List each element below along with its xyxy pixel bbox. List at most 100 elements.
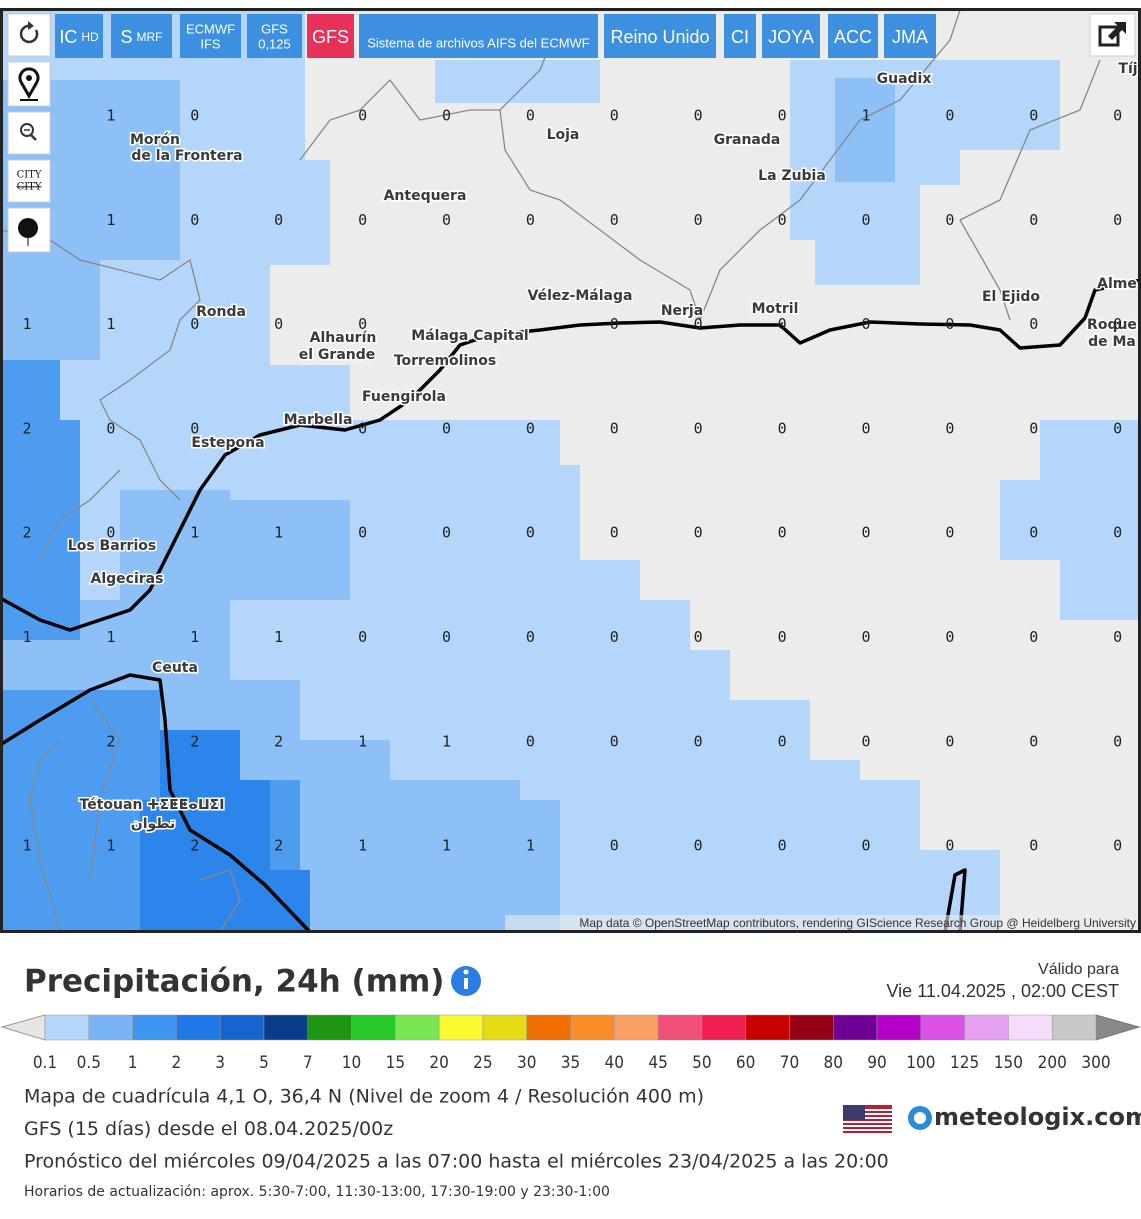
place-label: Vélez-Málaga (528, 288, 633, 304)
color-cell (614, 1014, 659, 1041)
share-button[interactable] (1089, 13, 1136, 57)
color-cell (307, 1014, 352, 1041)
grid-value: 0 (778, 837, 787, 855)
scale-label: 5 (259, 1053, 269, 1073)
grid-value: 0 (1029, 524, 1038, 542)
color-cell (351, 1014, 396, 1041)
info-icon[interactable] (451, 966, 481, 996)
grid-value: 1 (442, 837, 451, 855)
place-label: Motril (752, 301, 799, 317)
place-label: Marbella (284, 412, 353, 428)
color-cell (1008, 1014, 1053, 1041)
toolbar-button[interactable]: JOYA (762, 14, 820, 58)
color-cell (570, 1014, 615, 1041)
place-label: تطوان (131, 816, 175, 832)
toolbar-button[interactable]: Reino Unido (604, 14, 716, 58)
scale-label: 20 (429, 1053, 448, 1073)
grid-value: 2 (22, 524, 31, 542)
legend-section: Precipitación, 24h (mm) Válido para Vie … (0, 961, 1141, 1200)
button-label: Reino Unido (610, 27, 709, 47)
grid-value: 0 (945, 419, 954, 437)
grid-value: 0 (778, 628, 787, 646)
update-note: Horarios de actualización: aprox. 5:30-7… (24, 1184, 610, 1200)
grid-value: 2 (22, 419, 31, 437)
place-label: Algeciras (91, 571, 164, 587)
grid-value: 0 (358, 107, 367, 125)
grid-value: 0 (1113, 419, 1122, 437)
grid-value: 0 (1029, 732, 1038, 750)
precip-area (835, 78, 895, 182)
scale-label: 30 (517, 1053, 536, 1073)
grid-value: 0 (610, 732, 619, 750)
grid-value: 1 (106, 315, 115, 333)
attribution: Map data © OpenStreetMap contributors, r… (579, 916, 1136, 930)
color-cell (789, 1014, 834, 1041)
color-scale: 0.1 0.5 1 2 3 5 7 10 15 20 25 30 35 40 45 50 60 70 80 90 100… (33, 1014, 1111, 1073)
grid-value: 0 (610, 211, 619, 229)
legend-low-arrow (0, 1014, 46, 1041)
place-label: Málaga Capital (411, 328, 528, 344)
toolbar-button[interactable]: CI (724, 14, 756, 58)
toolbar-button[interactable]: ACC (828, 14, 878, 58)
button-label: CI (731, 27, 749, 47)
place-label: Tétouan ⵜⵉⵟⵟⴰⵡⵉⵏ (80, 797, 225, 813)
place-label: Granada (714, 132, 781, 148)
grid-value: 0 (861, 837, 870, 855)
button-bg (180, 14, 241, 58)
toolbar-button[interactable]: GFS (307, 14, 354, 58)
color-cell (263, 1014, 309, 1041)
grid-value: 1 (22, 837, 31, 855)
place-label: el Grande (299, 347, 376, 363)
grid-value: 0 (1029, 419, 1038, 437)
grid-value: 0 (1113, 524, 1122, 542)
place-label: La Zubia (758, 168, 826, 184)
reload-button[interactable] (7, 13, 51, 57)
color-cell (132, 1014, 177, 1041)
grid-value: 1 (106, 628, 115, 646)
brand[interactable]: meteologix.com (908, 1103, 1141, 1131)
grid-value: 1 (442, 732, 451, 750)
grid-value: 0 (190, 211, 199, 229)
toolbar-button[interactable]: JMA (884, 14, 936, 58)
grid-value: 0 (610, 107, 619, 125)
city-toggle[interactable]: CITY CITY (7, 159, 51, 203)
grid-value: 1 (358, 732, 367, 750)
info-lines: Mapa de cuadrícula 4,1 O, 36,4 N (Nivel … (24, 1086, 889, 1173)
button-bg (828, 14, 878, 58)
color-cell (219, 1014, 265, 1041)
grid-value: 1 (861, 107, 870, 125)
grid-value: 0 (861, 732, 870, 750)
grid-value: 0 (945, 628, 954, 646)
scale-label: 60 (736, 1053, 755, 1073)
location-button[interactable] (7, 61, 51, 107)
scale-label: 200 (1038, 1053, 1067, 1073)
grid-value: 2 (190, 732, 199, 750)
grid-value: 0 (945, 524, 954, 542)
scale-label: 2 (172, 1053, 182, 1073)
grid-value: 0 (610, 628, 619, 646)
button-bg (307, 14, 354, 58)
toolbar-button[interactable]: IC HD (55, 14, 103, 58)
grid-value: 0 (861, 524, 870, 542)
zoom-button[interactable] (7, 111, 51, 155)
grid-value: 0 (861, 315, 870, 333)
grid-value: 0 (610, 315, 619, 333)
grid-value: 1 (106, 107, 115, 125)
button-bg (55, 14, 103, 58)
precip-area (750, 60, 1060, 285)
color-cell (176, 1014, 221, 1041)
button-label: IC HD (59, 27, 99, 47)
balloon-button[interactable] (7, 207, 51, 253)
toolbar-button[interactable]: S MRF (111, 14, 172, 58)
scale-label: 0.5 (77, 1053, 101, 1073)
grid-value: 0 (1113, 315, 1122, 333)
grid-value: 0 (861, 211, 870, 229)
color-cell (964, 1014, 1009, 1041)
toolbar-button[interactable]: Sistema de archivos AIFS del ECMWF (359, 14, 598, 58)
grid-value: 0 (1029, 628, 1038, 646)
place-label: Guadix (877, 71, 932, 87)
scale-label: 7 (303, 1053, 313, 1073)
